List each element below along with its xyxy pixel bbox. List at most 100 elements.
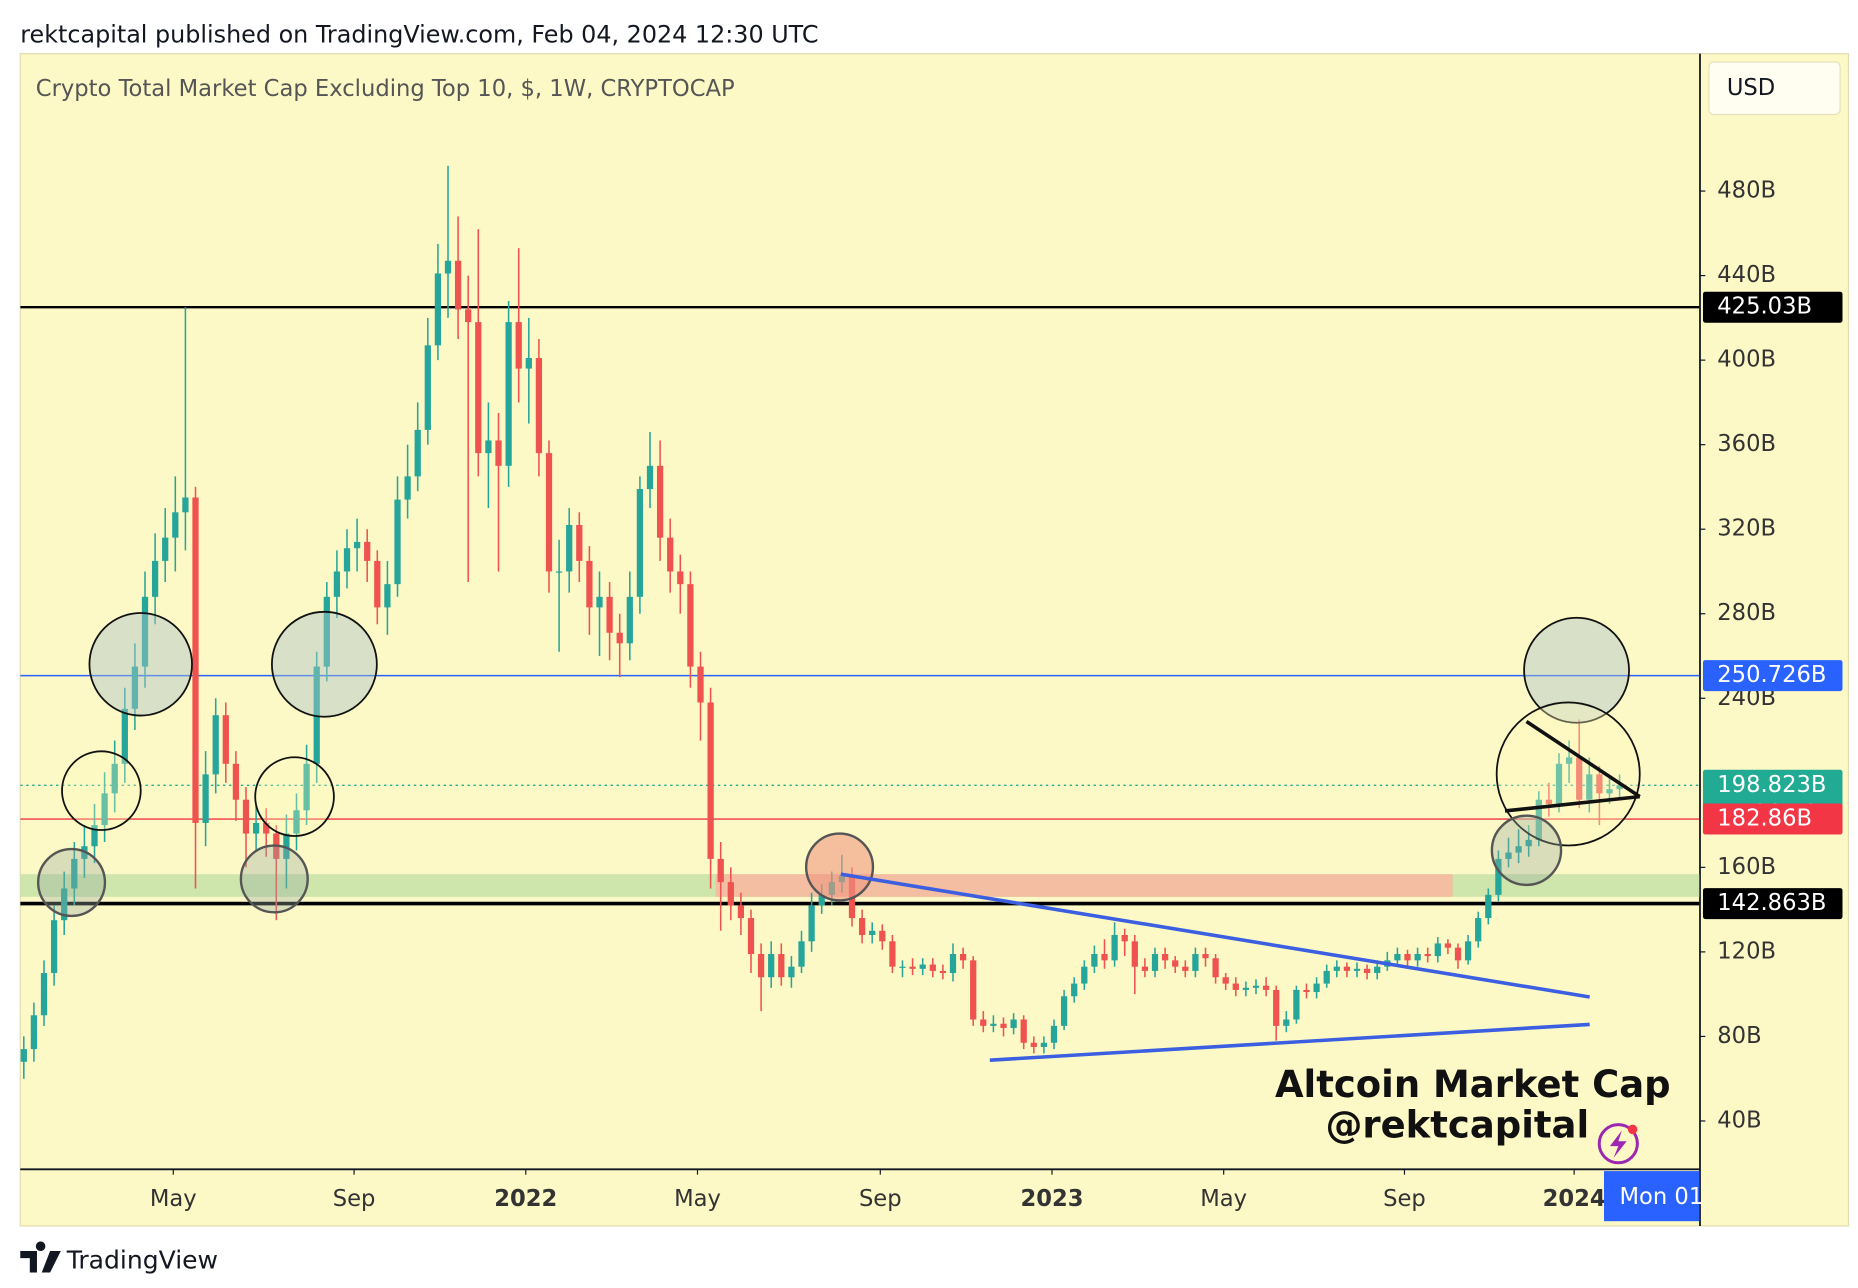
- circle-drawing: [1523, 616, 1630, 724]
- candle-body: [980, 1019, 987, 1026]
- annotation: Altcoin Market Cap: [1275, 1063, 1671, 1106]
- candle-body: [1182, 966, 1189, 971]
- candle-body: [1232, 983, 1239, 990]
- x-tick-label: 2022: [494, 1186, 557, 1212]
- candle-body: [1293, 989, 1300, 1020]
- candle-body: [182, 497, 189, 513]
- candle-body: [596, 596, 603, 608]
- candle-body: [61, 888, 68, 921]
- candle-body: [737, 905, 745, 919]
- candle-body: [71, 858, 78, 889]
- candle-body: [1040, 1042, 1048, 1047]
- candle-body: [1485, 894, 1492, 919]
- candle-body: [1202, 954, 1209, 959]
- candle-body: [1586, 774, 1593, 800]
- candle-body: [555, 571, 563, 573]
- candle-body: [293, 810, 300, 834]
- candle-body: [1121, 934, 1128, 942]
- candle-body: [909, 966, 916, 969]
- candle-body: [1273, 989, 1280, 1026]
- candle-body: [404, 476, 411, 500]
- chart-title: Crypto Total Market Cap Excluding Top 10…: [36, 76, 735, 102]
- price-labels: 425.03B250.726B198.823B11:29:52182.86B14…: [1702, 291, 1843, 920]
- candle-body: [1545, 799, 1553, 804]
- button-frame[interactable]: [1708, 61, 1841, 116]
- candle-body: [656, 465, 664, 538]
- candle-body: [162, 537, 169, 561]
- candle-body: [1161, 954, 1169, 961]
- candle-body: [40, 973, 48, 1016]
- candle-body: [1151, 954, 1159, 971]
- candle-body: [1606, 789, 1613, 794]
- candle-body: [1303, 989, 1310, 993]
- candle-body: [697, 666, 704, 703]
- candle-body: [535, 358, 543, 454]
- candle-body: [475, 322, 482, 454]
- candle-body: [1444, 943, 1452, 948]
- y-tick-label: 280B: [1717, 600, 1776, 626]
- candle-body: [869, 930, 876, 935]
- candle-body: [1353, 968, 1361, 971]
- candle-body: [1081, 966, 1088, 984]
- trend-line: [1525, 720, 1641, 799]
- candle-body: [687, 584, 694, 667]
- x-tick-label: 2024: [1543, 1186, 1606, 1212]
- currency-label[interactable]: USD: [1727, 75, 1775, 101]
- candle-body: [757, 954, 765, 978]
- candle-body: [1020, 1019, 1027, 1043]
- candle-body: [929, 964, 936, 971]
- candle-body: [889, 941, 896, 967]
- candle-body: [232, 763, 240, 800]
- candle-body: [545, 453, 553, 572]
- price-label: 142.863B: [1717, 890, 1826, 916]
- candle-body: [1091, 954, 1098, 967]
- price-label: 425.03B: [1717, 294, 1812, 320]
- brand-name: TradingView: [66, 1246, 218, 1275]
- currency-button[interactable]: USD: [1708, 61, 1841, 116]
- candle-body: [727, 882, 734, 906]
- x-tick-label: May: [1200, 1186, 1247, 1212]
- y-tick-label: 480B: [1717, 178, 1776, 204]
- candle-body: [20, 1049, 27, 1062]
- candle-body: [1060, 996, 1068, 1026]
- candle-body: [990, 1023, 997, 1026]
- candle-body: [1242, 987, 1250, 990]
- candle-body: [1414, 954, 1421, 961]
- y-tick-label: 440B: [1717, 262, 1776, 288]
- candle-body: [1283, 1019, 1290, 1026]
- trend-line: [989, 1022, 1590, 1062]
- candle-body: [141, 596, 149, 667]
- resistance-zone: [715, 874, 1453, 897]
- candle-body: [1404, 954, 1411, 961]
- price-label-box: [1702, 291, 1843, 323]
- candle-body: [818, 894, 825, 906]
- y-tick-label: 160B: [1717, 854, 1776, 880]
- candle-body: [1141, 966, 1149, 971]
- candle-body: [1394, 954, 1401, 961]
- circle-drawing: [804, 832, 875, 902]
- candle-body: [1454, 947, 1462, 961]
- candle-body: [1323, 970, 1330, 984]
- candle-body: [1616, 785, 1623, 790]
- x-tick-label: Sep: [1383, 1186, 1426, 1212]
- candle-body: [646, 465, 654, 490]
- candle-body: [323, 596, 330, 667]
- candle-body: [121, 708, 128, 764]
- candle-body: [576, 524, 583, 561]
- candle-body: [1565, 757, 1573, 764]
- candle-body: [343, 548, 351, 572]
- crosshair-label: Mon 01: [1603, 1171, 1703, 1222]
- candle-body: [879, 930, 886, 942]
- candle-body: [1596, 774, 1603, 794]
- candle-body: [747, 918, 755, 955]
- trend-line: [840, 872, 1590, 999]
- circle-drawing: [239, 844, 309, 914]
- candle-body: [1000, 1023, 1007, 1028]
- crosshair-box: [1603, 1171, 1700, 1222]
- candle-body: [1010, 1019, 1017, 1028]
- trend-line: [1504, 794, 1640, 813]
- price-label: 182.86B: [1717, 806, 1812, 832]
- candle-body: [1030, 1042, 1037, 1047]
- x-axis: May Sep 2022 May Sep 2023 May Sep 2024: [150, 1168, 1606, 1212]
- candle-body: [919, 964, 926, 969]
